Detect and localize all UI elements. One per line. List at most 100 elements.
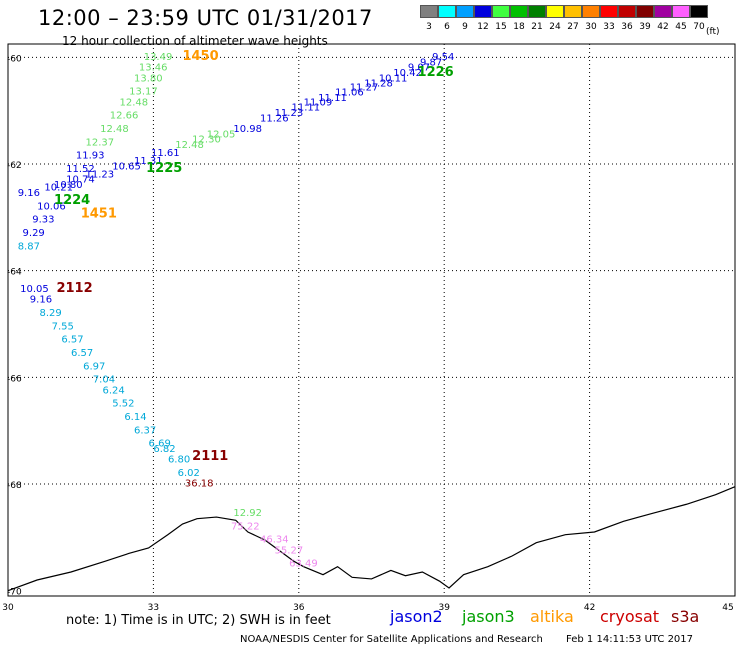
pass-time-label: 1226	[418, 65, 454, 80]
scale-label: 42	[657, 22, 669, 32]
scale-swatch	[456, 5, 474, 18]
pass-time-label: 1451	[81, 206, 117, 221]
wave-height-label: 6.80	[168, 455, 190, 466]
scale-label: 70	[693, 22, 705, 32]
wave-height-label: 11.28	[364, 79, 393, 90]
wave-height-label: 11.23	[86, 169, 115, 180]
wave-height-label: 9.33	[32, 215, 54, 226]
wave-height-label: 11.26	[260, 113, 289, 124]
lat-tick-label: -66	[7, 374, 22, 384]
lon-tick-label: 45	[722, 603, 733, 613]
wave-height-label: 12.30	[192, 135, 221, 146]
legend-altika: altika	[530, 607, 574, 626]
wave-height-label: 13.49	[144, 52, 173, 63]
wave-height-label: 55.27	[275, 545, 304, 556]
lat-tick-label: -70	[7, 588, 22, 598]
pass-time-label: 1450	[182, 49, 218, 64]
wave-height-label: 10.05	[20, 284, 49, 295]
lat-tick-label: -62	[7, 161, 22, 171]
wave-height-label: 10.11	[379, 73, 408, 84]
wave-height-label: 11.11	[318, 93, 347, 104]
scale-swatch	[672, 5, 690, 18]
wave-height-label: 9.16	[30, 295, 52, 306]
scale-label: 30	[585, 22, 597, 32]
wave-height-label: 9.16	[18, 188, 40, 199]
scale-label: 9	[462, 22, 468, 32]
wave-height-label: 12.37	[86, 137, 115, 148]
wave-height-label: 8.87	[18, 241, 40, 252]
wave-height-label: 6.82	[153, 444, 175, 455]
wave-height-label: 9.07	[408, 63, 430, 74]
wave-height-label: 6.69	[149, 439, 171, 450]
lat-tick-label: -60	[7, 54, 22, 64]
lon-tick-label: 30	[2, 603, 14, 613]
wave-height-label: 11.27	[350, 82, 379, 93]
scale-unit: (ft)	[706, 27, 720, 37]
wave-height-label: 46.34	[260, 535, 289, 546]
wave-height-label: 10.65	[112, 161, 141, 172]
wave-height-label: 12.48	[100, 124, 129, 135]
wave-height-label: 11.61	[151, 148, 180, 159]
wave-height-label: 10.21	[44, 183, 73, 194]
scale-swatch	[438, 5, 456, 18]
scale-swatch	[600, 5, 618, 18]
wave-height-label: 9.54	[432, 52, 454, 63]
wave-height-label: 8.29	[40, 308, 62, 319]
scale-label: 24	[549, 22, 561, 32]
scale-label: 27	[567, 22, 579, 32]
scale-swatch	[510, 5, 528, 18]
pass-time-label: 2111	[192, 449, 228, 464]
wave-height-label: 12.66	[110, 111, 139, 122]
wave-height-label: 12.92	[233, 508, 262, 519]
lon-tick-label: 36	[293, 603, 305, 613]
wave-height-label: 11.06	[335, 88, 364, 99]
wave-height-label: 11.09	[304, 97, 333, 108]
scale-swatch	[528, 5, 546, 18]
wave-height-label: 12.48	[175, 140, 204, 151]
scale-label: 6	[444, 22, 450, 32]
lon-tick-label: 33	[148, 603, 159, 613]
legend-jason2: jason2	[390, 607, 443, 626]
generated-timestamp: Feb 1 14:11:53 UTC 2017	[566, 634, 694, 645]
scale-swatch	[690, 5, 708, 18]
wave-height-label: 10.06	[37, 201, 66, 212]
scale-swatch	[492, 5, 510, 18]
wave-height-label: 6.57	[61, 335, 83, 346]
scale-label: 15	[495, 22, 507, 32]
wave-height-label: 7.04	[93, 375, 115, 386]
wave-height-label: 11.23	[275, 108, 304, 119]
wave-height-label: 12.05	[207, 129, 236, 140]
scale-label: 36	[621, 22, 633, 32]
wave-height-label: 11.52	[66, 164, 95, 175]
scale-label: 45	[675, 22, 687, 32]
wave-height-label: 10.80	[54, 180, 83, 191]
scale-label: 21	[531, 22, 543, 32]
scale-swatch	[546, 5, 564, 18]
lat-tick-label: -68	[7, 481, 22, 491]
wave-height-label: 10.74	[66, 175, 95, 186]
wave-height-label: 10.98	[233, 124, 262, 135]
scale-swatch	[582, 5, 600, 18]
pass-time-label: 1225	[146, 161, 182, 176]
scale-label: 12	[477, 22, 489, 32]
wave-height-label: 6.37	[134, 425, 156, 436]
wave-height-label: 13.17	[129, 87, 158, 98]
credit-text: NOAA/NESDIS Center for Satellite Applica…	[240, 634, 543, 645]
lon-tick-label: 42	[584, 603, 595, 613]
wave-height-label: 11.93	[76, 151, 105, 162]
legend-s3a: s3a	[671, 607, 700, 626]
wave-height-label: 9.87	[420, 57, 442, 68]
wave-height-label: 13.80	[134, 73, 163, 84]
map-subtitle: 12 hour collection of altimeter wave hei…	[62, 34, 328, 48]
legend-cryosat: cryosat	[600, 607, 660, 626]
scale-label: 18	[513, 22, 525, 32]
lon-tick-label: 39	[438, 603, 450, 613]
wave-height-label: 36.18	[185, 479, 214, 490]
wave-height-label: 7.55	[52, 321, 74, 332]
coastline	[7, 486, 736, 592]
wave-height-label: 6.02	[178, 468, 200, 479]
scale-swatch	[474, 5, 492, 18]
wave-height-label: 13.46	[139, 63, 168, 74]
